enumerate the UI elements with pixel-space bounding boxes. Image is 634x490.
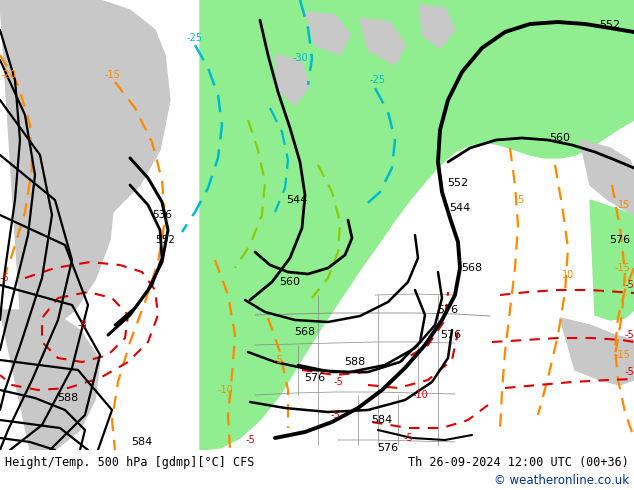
Polygon shape <box>275 55 310 105</box>
Text: -30: -30 <box>292 53 308 63</box>
Polygon shape <box>305 12 350 55</box>
Text: -5: -5 <box>624 280 634 290</box>
Text: 576: 576 <box>304 373 326 383</box>
Text: -15: -15 <box>614 263 630 273</box>
Text: 576: 576 <box>609 235 630 245</box>
Text: Th 26-09-2024 12:00 UTC (00+36): Th 26-09-2024 12:00 UTC (00+36) <box>408 456 629 468</box>
Text: 552: 552 <box>448 178 469 188</box>
Text: 5: 5 <box>517 195 523 205</box>
Text: 560: 560 <box>550 133 571 143</box>
Text: -10: -10 <box>217 385 233 395</box>
Text: 544: 544 <box>287 195 307 205</box>
Text: -5: -5 <box>403 433 413 443</box>
Text: 588: 588 <box>57 393 79 403</box>
Text: 544: 544 <box>450 203 470 213</box>
Text: 576: 576 <box>377 443 399 453</box>
Text: -5: -5 <box>624 367 634 377</box>
Polygon shape <box>530 0 634 92</box>
Polygon shape <box>0 0 115 330</box>
Text: 552: 552 <box>599 20 621 30</box>
Text: 588: 588 <box>344 357 366 367</box>
Polygon shape <box>580 140 634 215</box>
Text: © weatheronline.co.uk: © weatheronline.co.uk <box>494 473 629 487</box>
Text: 584: 584 <box>131 437 153 447</box>
Text: -5: -5 <box>245 435 255 445</box>
Text: -15: -15 <box>614 350 630 360</box>
Text: -5: -5 <box>330 410 340 420</box>
Text: -20: -20 <box>0 70 16 80</box>
Text: 10: 10 <box>562 270 574 280</box>
Text: -5: -5 <box>0 273 10 283</box>
Text: 560: 560 <box>280 277 301 287</box>
Text: 536: 536 <box>152 210 172 220</box>
Polygon shape <box>200 0 634 450</box>
Text: -8: -8 <box>77 320 87 330</box>
Text: -5: -5 <box>273 355 283 365</box>
Text: -5: -5 <box>624 330 634 340</box>
Text: 15: 15 <box>618 200 630 210</box>
Text: 576: 576 <box>441 330 462 340</box>
Text: 584: 584 <box>372 415 392 425</box>
Polygon shape <box>360 18 405 65</box>
Text: -10: -10 <box>412 390 428 400</box>
Text: -25: -25 <box>370 75 386 85</box>
Text: -5: -5 <box>333 377 343 387</box>
Text: 576: 576 <box>437 305 458 315</box>
Text: -15: -15 <box>104 70 120 80</box>
Text: 568: 568 <box>462 263 482 273</box>
Polygon shape <box>560 318 634 385</box>
Polygon shape <box>0 310 100 450</box>
Polygon shape <box>0 0 170 250</box>
Text: Height/Temp. 500 hPa [gdmp][°C] CFS: Height/Temp. 500 hPa [gdmp][°C] CFS <box>5 456 254 468</box>
Polygon shape <box>420 5 455 48</box>
Polygon shape <box>590 200 634 320</box>
Text: -25: -25 <box>187 33 203 43</box>
Text: 568: 568 <box>294 327 316 337</box>
Text: 552: 552 <box>155 235 175 245</box>
